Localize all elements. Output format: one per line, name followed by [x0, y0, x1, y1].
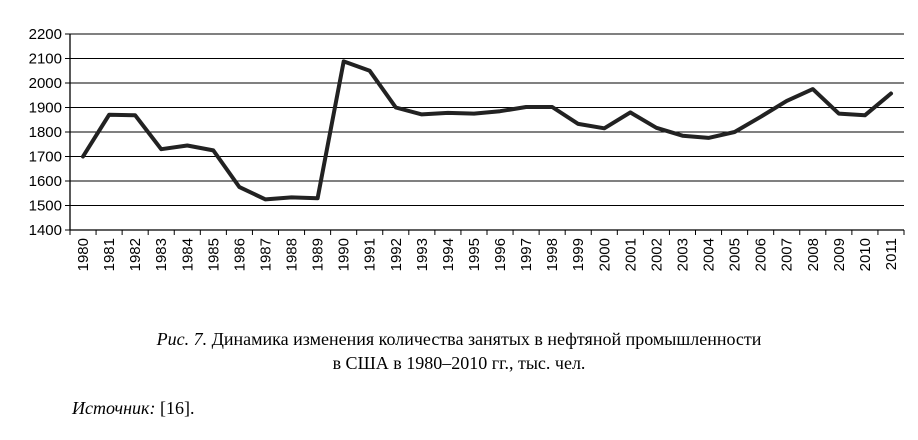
x-tick-label-1990: 1990	[336, 238, 353, 271]
x-tick-label-1992: 1992	[388, 238, 405, 271]
caption-text-2: в США в 1980–2010 гг., тыс. чел.	[332, 353, 586, 373]
y-tick-label: 2100	[29, 51, 62, 68]
x-tick-label-1999: 1999	[570, 238, 587, 271]
x-tick-label-2010: 2010	[857, 238, 874, 271]
y-tick-label: 2000	[29, 75, 62, 92]
x-tick-label-2003: 2003	[674, 238, 691, 271]
x-tick-label-1995: 1995	[466, 238, 483, 271]
x-tick-label-1994: 1994	[440, 238, 457, 271]
x-tick-label-1991: 1991	[362, 238, 379, 271]
x-tick-label-1985: 1985	[205, 238, 222, 271]
x-tick-label-1986: 1986	[231, 238, 248, 271]
x-tick-label-2009: 2009	[831, 238, 848, 271]
x-tick-label-2001: 2001	[622, 238, 639, 271]
source-note: Источник: [16].	[72, 398, 194, 419]
x-tick-label-2011: 2011	[883, 238, 900, 270]
line-chart: 1400 1500 1600 1700 1800 1900 2000 2100 2200 198…	[29, 26, 905, 271]
x-tick-label-1996: 1996	[492, 238, 509, 271]
source-text: [16].	[155, 398, 195, 418]
x-tick-label-2007: 2007	[779, 238, 796, 271]
x-tick-label-2006: 2006	[753, 238, 770, 271]
y-tick-label: 1400	[29, 222, 62, 239]
y-tick-label: 1600	[29, 173, 62, 190]
y-axis-ticks: 1400 1500 1600 1700 1800 1900 2000 2100 2200	[29, 26, 70, 239]
x-tick-label-1988: 1988	[284, 238, 301, 271]
y-tick-label: 2200	[29, 26, 62, 43]
x-tick-label-1983: 1983	[153, 238, 170, 271]
x-tick-label-1989: 1989	[310, 238, 327, 271]
x-tick-label-2002: 2002	[648, 238, 665, 271]
y-tick-label: 1800	[29, 124, 62, 141]
x-tick-label-1980: 1980	[75, 238, 92, 271]
series-line	[81, 59, 893, 202]
x-tick-label-1981: 1981	[101, 238, 118, 271]
figure-label: Рис. 7.	[156, 329, 208, 349]
gridlines	[70, 33, 904, 206]
y-tick-label: 1900	[29, 100, 62, 117]
x-tick-label-1984: 1984	[179, 238, 196, 271]
x-tick-label-2004: 2004	[701, 238, 718, 271]
x-tick-label-1998: 1998	[544, 238, 561, 271]
x-tick-label-2008: 2008	[805, 238, 822, 271]
source-label: Источник:	[72, 398, 156, 418]
x-axis-ticks: 1980 1981 1982 1983 1984 1985 1986 1987 1988 1989…	[69, 230, 905, 271]
x-tick-label-1982: 1982	[127, 238, 144, 271]
x-tick-label-2000: 2000	[596, 238, 613, 271]
figure-caption-line2: в США в 1980–2010 гг., тыс. чел.	[0, 352, 918, 374]
x-tick-label-1987: 1987	[257, 238, 274, 271]
x-tick-label-1997: 1997	[518, 238, 535, 271]
y-tick-label: 1500	[29, 198, 62, 215]
y-tick-label: 1700	[29, 149, 62, 166]
x-tick-label-2005: 2005	[727, 238, 744, 271]
x-tick-label-1993: 1993	[414, 238, 431, 271]
caption-text-1: Динамика изменения количества занятых в …	[207, 329, 762, 349]
figure-caption-line1: Рис. 7. Динамика изменения количества за…	[0, 328, 918, 350]
